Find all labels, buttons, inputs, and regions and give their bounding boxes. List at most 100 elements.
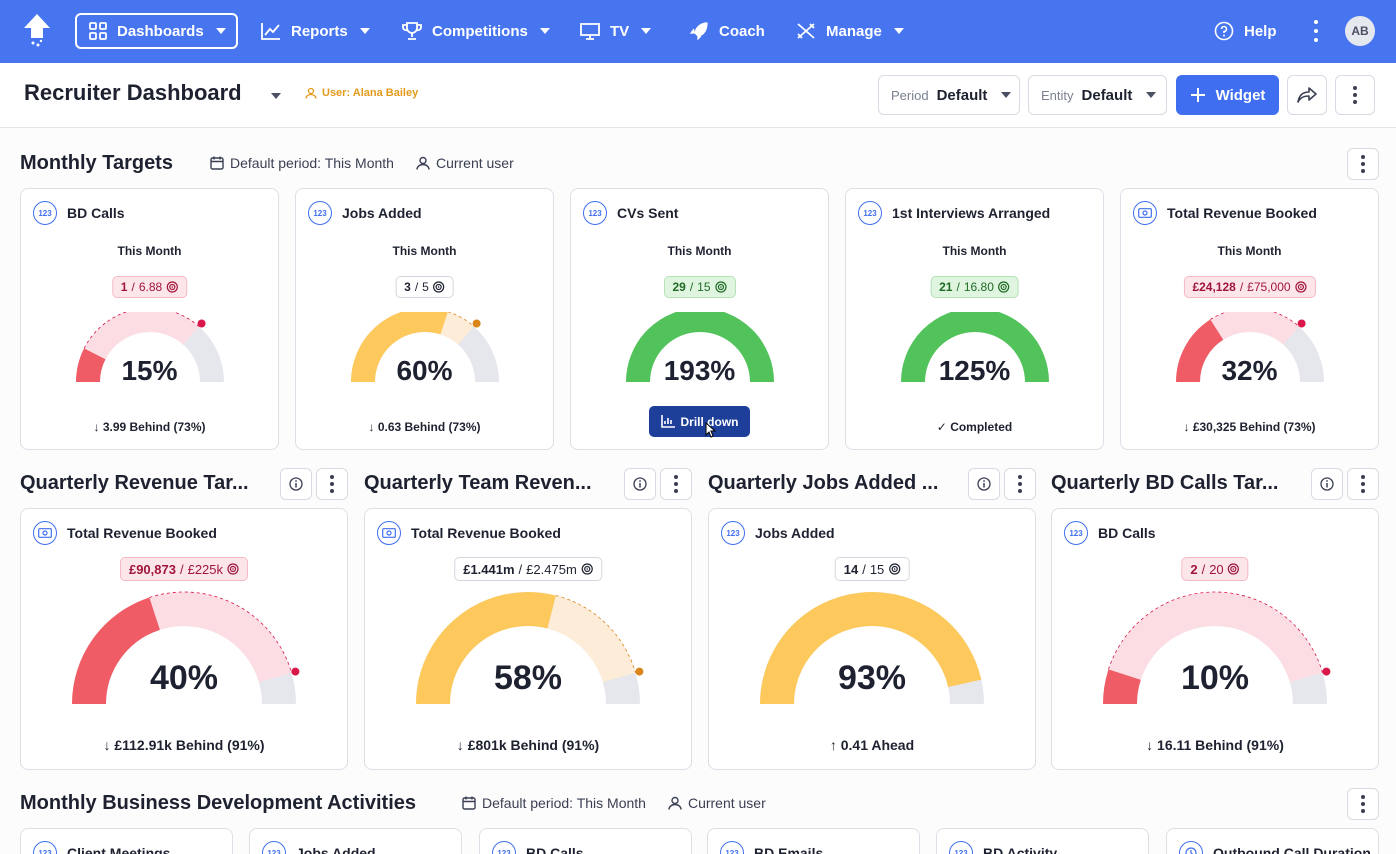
- target-value: 5: [422, 280, 429, 294]
- monthly-target-card[interactable]: 123 1st Interviews Arranged This Month 21…: [845, 188, 1104, 450]
- actual-value: £24,128: [1192, 280, 1236, 294]
- number-icon: 123: [308, 201, 332, 225]
- actual-value: 29: [672, 280, 686, 294]
- status-arrow-icon: ✓: [936, 420, 951, 434]
- nav-manage[interactable]: Manage: [796, 13, 904, 49]
- nav-competitions[interactable]: Competitions: [402, 13, 550, 49]
- pill-separator: /: [862, 561, 866, 577]
- gauge-marker: [635, 667, 644, 676]
- percent-value: 193%: [663, 355, 736, 386]
- quarterly-more-button[interactable]: [316, 468, 348, 500]
- card-header: 123 Jobs Added: [262, 841, 376, 854]
- quarterly-more-button[interactable]: [1347, 468, 1379, 500]
- drill-down-button[interactable]: Drill down: [649, 406, 750, 437]
- bd-activity-card[interactable]: Outbound Call Duration: [1166, 828, 1379, 854]
- pill-separator: /: [414, 280, 419, 294]
- nav-coach-label: Coach: [719, 22, 765, 40]
- rocket-icon: [689, 22, 708, 40]
- info-icon: [1320, 477, 1334, 491]
- monthly-target-card[interactable]: 123 Jobs Added This Month 3/5 60% ↓ 0.63 …: [295, 188, 554, 450]
- monthly-targets-title: Monthly Targets: [20, 152, 173, 174]
- card-status: ↓ 3.99 Behind (73%): [21, 420, 278, 434]
- quarterly-more-button[interactable]: [1004, 468, 1036, 500]
- actual-value: 21: [939, 280, 953, 294]
- card-title: Total Revenue Booked: [67, 525, 217, 541]
- pill-separator: /: [179, 561, 184, 577]
- bd-activities-title: Monthly Business Development Activities: [20, 792, 417, 814]
- card-header: Outbound Call Duration: [1179, 841, 1371, 854]
- add-widget-label: Widget: [1215, 86, 1266, 104]
- bd-more-button[interactable]: [1347, 788, 1379, 820]
- nav-dashboards[interactable]: Dashboards: [75, 13, 238, 49]
- bd-activity-card[interactable]: 123 BD Calls: [479, 828, 692, 854]
- target-icon: [714, 281, 727, 293]
- info-icon: [289, 477, 303, 491]
- card-header: 123 BD Activity: [949, 841, 1057, 854]
- gauge-chart: [846, 308, 1103, 411]
- bd-activity-card[interactable]: 123 BD Emails: [707, 828, 920, 854]
- gauge-marker: [1322, 667, 1331, 676]
- percent-value: 10%: [1180, 659, 1250, 697]
- card-header: 123 BD Emails: [720, 841, 823, 854]
- target-value: £2.475m: [526, 561, 577, 577]
- chevron-down-icon[interactable]: [271, 93, 281, 99]
- info-button[interactable]: [624, 468, 656, 500]
- entity-label: Entity: [1041, 87, 1074, 103]
- more-menu-icon[interactable]: [1310, 20, 1322, 42]
- chevron-down-icon: [539, 28, 550, 34]
- info-icon: [633, 477, 647, 491]
- percent-value: 15%: [121, 355, 178, 386]
- gauge-expected-edge: [555, 595, 636, 673]
- period-meta: Default period: This Month: [230, 155, 394, 171]
- quarterly-target-card[interactable]: 123 BD Calls 2/20 10% ↓ 16.11 Behind (91%…: [1051, 508, 1379, 770]
- nav-coach[interactable]: Coach: [689, 13, 765, 49]
- pill-separator: /: [1201, 561, 1206, 577]
- plus-icon: [1190, 88, 1205, 102]
- info-button[interactable]: [968, 468, 1000, 500]
- bd-activity-card[interactable]: 123 BD Activity: [936, 828, 1149, 854]
- quarterly-target-card[interactable]: Total Revenue Booked £90,873/£225k 40% ↓…: [20, 508, 348, 770]
- info-button[interactable]: [1311, 468, 1343, 500]
- dashboard-header: Recruiter Dashboard User: Alana Bailey P…: [0, 63, 1396, 128]
- entity-select[interactable]: Entity Default: [1028, 75, 1167, 115]
- number-icon: 123: [262, 841, 286, 854]
- page-title: Recruiter Dashboard: [24, 80, 242, 105]
- share-button[interactable]: [1287, 75, 1327, 115]
- actual-value: £90,873: [128, 561, 176, 577]
- kebab-icon: [1018, 475, 1022, 493]
- gauge-expected-edge: [149, 591, 292, 673]
- monthly-target-card[interactable]: Total Revenue Booked This Month £24,128/…: [1120, 188, 1379, 450]
- bd-activity-card[interactable]: 123 Jobs Added: [249, 828, 462, 854]
- card-period: This Month: [667, 244, 732, 258]
- bd-activity-card[interactable]: 123 Client Meetings: [20, 828, 233, 854]
- actual-value: 3: [404, 280, 411, 294]
- card-status: ↓ £30,325 Behind (73%): [1121, 420, 1378, 434]
- money-icon: [33, 521, 57, 545]
- monthly-target-card[interactable]: 123 BD Calls This Month 1/6.88 15% ↓ 3.99…: [20, 188, 279, 450]
- header-more-button[interactable]: [1335, 75, 1375, 115]
- gauge-chart: [1052, 591, 1378, 743]
- quarterly-section-title: Quarterly Team Reven...: [364, 472, 592, 494]
- nav-tv[interactable]: TV: [580, 13, 652, 49]
- info-button[interactable]: [280, 468, 312, 500]
- period-select[interactable]: Period Default: [878, 75, 1020, 115]
- quarterly-more-button[interactable]: [660, 468, 692, 500]
- quarterly-target-card[interactable]: Total Revenue Booked £1.441m / £2.475m 58%…: [364, 508, 692, 770]
- kebab-icon: [1361, 155, 1365, 173]
- status-arrow-icon: ↓: [456, 737, 468, 753]
- percent-value: 58%: [493, 659, 563, 697]
- monthly-target-card[interactable]: 123 CVs Sent This Month 29/15 193% Drill …: [570, 188, 829, 450]
- card-title: Jobs Added: [342, 205, 422, 221]
- nav-reports[interactable]: Reports: [261, 13, 370, 49]
- quarterly-target-card[interactable]: 123 Jobs Added 14/15 93% ↑ 0.41 Ahead: [708, 508, 1036, 770]
- nav-help[interactable]: Help: [1214, 13, 1277, 49]
- target-pill: 2/20: [1181, 557, 1249, 581]
- status-arrow-icon: ↓: [1183, 420, 1193, 434]
- add-widget-button[interactable]: Widget: [1176, 75, 1279, 115]
- avatar[interactable]: AB: [1345, 16, 1375, 46]
- number-icon: 123: [492, 841, 516, 854]
- logo-icon[interactable]: [22, 12, 52, 48]
- gauge-expected-edge: [1108, 591, 1323, 673]
- monthly-more-button[interactable]: [1347, 148, 1379, 180]
- gauge-expected-edge: [447, 311, 475, 327]
